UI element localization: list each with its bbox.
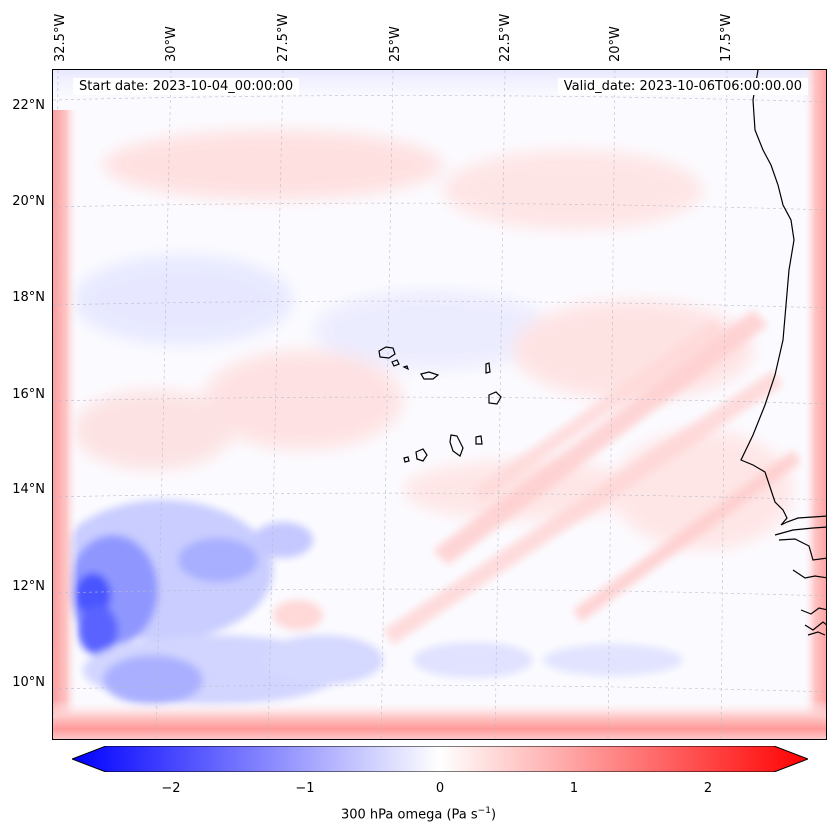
lat-tick-16n: 16°N [12,387,45,402]
west-africa-coastline [740,70,826,636]
lon-tick-25w: 25°W [388,26,403,62]
lon-tick-30w: 30°W [164,26,179,62]
island-santa-luzia [402,365,410,371]
island-maio [475,435,483,445]
lat-tick-10n: 10°N [12,675,45,690]
cape-verde-islands [378,346,502,463]
island-sao-nicolau [420,371,440,380]
island-sao-vicente [391,359,400,367]
valid-date-label: Valid_date: 2023-10-06T06:00:00.00 [557,78,808,95]
start-date-label: Start date: 2023-10-04_00:00:00 [73,78,300,95]
colorbar-tick-minus-2: −2 [161,781,181,796]
lat-tick-18n: 18°N [12,290,45,305]
colorbar-tick-2: 2 [703,781,713,796]
colorbar-label: 300 hPa omega (Pa s−1) [340,806,497,823]
lon-tick-22-5w: 22.5°W [498,13,513,62]
diagonal-bands [383,310,801,645]
island-sal [485,362,491,374]
lat-tick-12n: 12°N [12,579,45,594]
lon-tick-32-5w: 32.5°W [53,13,68,62]
omega-field-map [53,70,826,739]
island-santiago [449,434,464,457]
colorbar-tick-1: 1 [569,781,579,796]
lon-tick-27-5w: 27.5°W [276,13,291,62]
gridlines [53,70,826,739]
colorbar-tick-0: 0 [435,781,445,796]
lat-tick-14n: 14°N [12,482,45,497]
colorbar-tick-minus-1: −1 [295,781,315,796]
lat-tick-22n: 22°N [12,98,45,113]
island-fogo [415,448,428,462]
lon-tick-20w: 20°W [608,26,623,62]
lon-tick-17-5w: 17.5°W [719,13,734,62]
island-boa-vista [488,391,502,405]
blue-region-southwest [53,500,683,705]
colorbar [72,746,808,772]
island-santo-antao [378,346,396,359]
island-brava [403,456,410,463]
map-panel[interactable]: Start date: 2023-10-04_00:00:00 Valid_da… [52,69,827,740]
lat-tick-20n: 20°N [12,194,45,209]
